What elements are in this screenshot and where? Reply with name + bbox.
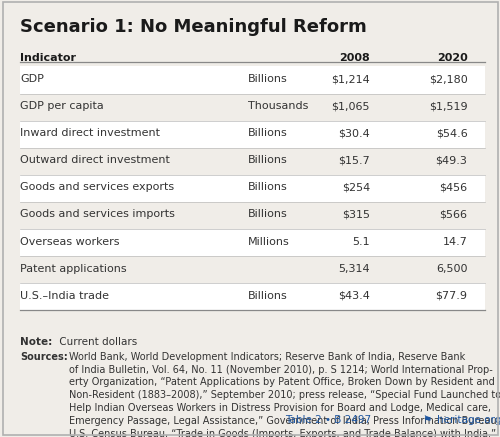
Bar [20, 121, 485, 148]
Text: Billions: Billions [248, 182, 287, 192]
Text: Billions: Billions [248, 128, 287, 138]
Text: $15.7: $15.7 [338, 155, 370, 165]
Text: $2,180: $2,180 [429, 74, 468, 84]
Text: Thousands: Thousands [248, 101, 308, 111]
Text: ⚑: ⚑ [422, 415, 432, 425]
Bar [20, 66, 485, 94]
Text: $49.3: $49.3 [436, 155, 468, 165]
Text: GDP: GDP [20, 74, 44, 84]
Text: $43.4: $43.4 [338, 291, 370, 301]
Text: 2020: 2020 [437, 53, 468, 63]
Text: Goods and services imports: Goods and services imports [20, 209, 175, 219]
Text: Table 2 • B 2497: Table 2 • B 2497 [285, 415, 371, 425]
Text: Outward direct investment: Outward direct investment [20, 155, 170, 165]
Text: Indicator: Indicator [20, 53, 76, 63]
Text: $54.6: $54.6 [436, 128, 468, 138]
Text: $77.9: $77.9 [436, 291, 468, 301]
Text: Note:: Note: [20, 337, 52, 347]
Text: Billions: Billions [248, 209, 287, 219]
Bar [20, 229, 485, 256]
Text: Billions: Billions [248, 155, 287, 165]
Text: Current dollars: Current dollars [56, 337, 137, 347]
Text: Billions: Billions [248, 291, 287, 301]
Text: 14.7: 14.7 [442, 236, 468, 246]
Text: Inward direct investment: Inward direct investment [20, 128, 160, 138]
Text: $254: $254 [342, 182, 370, 192]
Text: $456: $456 [440, 182, 468, 192]
Text: 2008: 2008 [339, 53, 370, 63]
Text: heritage.org: heritage.org [438, 415, 500, 425]
Text: $566: $566 [440, 209, 468, 219]
Text: $1,214: $1,214 [331, 74, 370, 84]
Text: $1,065: $1,065 [332, 101, 370, 111]
Bar [20, 283, 485, 310]
Text: 5.1: 5.1 [352, 236, 370, 246]
Text: Overseas workers: Overseas workers [20, 236, 119, 246]
Text: $1,519: $1,519 [429, 101, 468, 111]
Text: U.S.–India trade: U.S.–India trade [20, 291, 109, 301]
Text: Billions: Billions [248, 74, 287, 84]
Text: Patent applications: Patent applications [20, 264, 126, 274]
Text: GDP per capita: GDP per capita [20, 101, 104, 111]
Text: 6,500: 6,500 [436, 264, 468, 274]
Text: Goods and services exports: Goods and services exports [20, 182, 174, 192]
Text: 5,314: 5,314 [338, 264, 370, 274]
Text: $315: $315 [342, 209, 370, 219]
Text: World Bank, World Development Indicators; Reserve Bank of India, Reserve Bank
of: World Bank, World Development Indicators… [69, 352, 500, 437]
Text: Scenario 1: No Meaningful Reform: Scenario 1: No Meaningful Reform [20, 18, 367, 36]
Text: Sources:: Sources: [20, 352, 68, 362]
Text: $30.4: $30.4 [338, 128, 370, 138]
Text: Millions: Millions [248, 236, 289, 246]
Bar [20, 175, 485, 202]
